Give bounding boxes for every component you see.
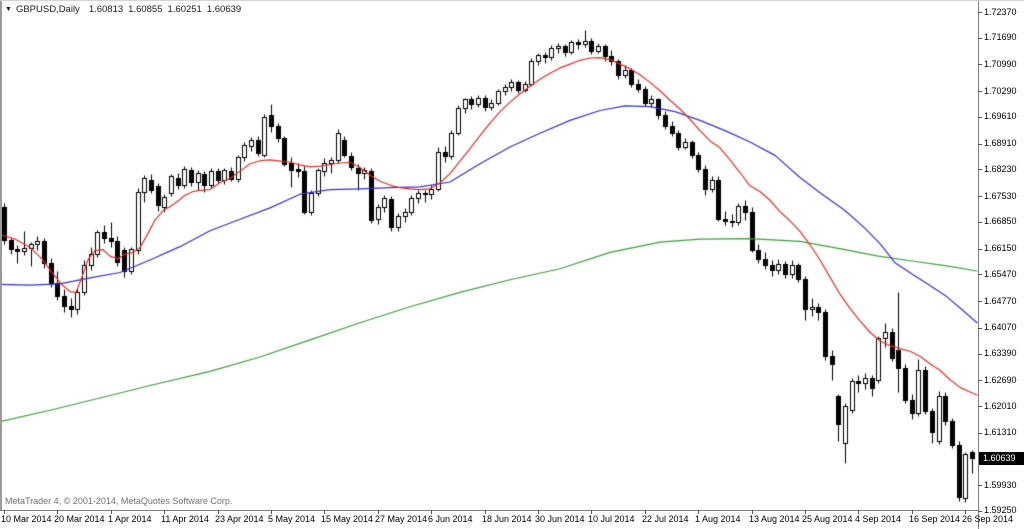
time-axis-label: 23 Apr 2014 xyxy=(215,514,264,524)
time-axis-label: 10 Mar 2014 xyxy=(1,514,52,524)
copyright-label: MetaTrader 4, © 2001-2014, MetaQuotes So… xyxy=(5,496,233,506)
price-axis-label: 1.63390 xyxy=(984,348,1017,358)
symbol-ohlc-readout: ▼ GBPUSD,Daily 1.60813 1.60855 1.60251 1.6063… xyxy=(5,4,246,15)
time-axis-label: 18 Jun 2014 xyxy=(482,514,532,524)
ohlc-high-value: 1.60855 xyxy=(128,4,163,15)
time-axis-label: 16 Sep 2014 xyxy=(909,514,961,524)
time-axis-tick xyxy=(324,510,325,514)
time-axis-label: 20 Mar 2014 xyxy=(54,514,105,524)
price-axis-tick xyxy=(978,222,982,223)
price-axis-label: 1.70990 xyxy=(984,59,1017,69)
price-axis-label: 1.66150 xyxy=(984,243,1017,253)
time-axis-tick xyxy=(57,510,58,514)
symbol-label: GBPUSD,Daily xyxy=(15,4,80,15)
time-axis-label: 1 Aug 2014 xyxy=(695,514,741,524)
chart-collapse-arrow-icon[interactable]: ▼ xyxy=(5,6,12,13)
price-axis-tick xyxy=(978,169,982,170)
price-axis-label: 1.59930 xyxy=(984,480,1017,490)
price-axis-label: 1.64770 xyxy=(984,296,1017,306)
price-axis-label: 1.72370 xyxy=(984,7,1017,17)
time-axis-tick xyxy=(485,510,486,514)
time-axis-label: 26 Sep 2014 xyxy=(962,514,1014,524)
chart-canvas[interactable] xyxy=(0,1,978,510)
ohlc-low-value: 1.60251 xyxy=(167,4,202,15)
time-axis-border xyxy=(0,510,979,511)
time-axis-tick xyxy=(218,510,219,514)
time-axis-tick xyxy=(912,510,913,514)
price-axis-tick xyxy=(978,328,982,329)
price-axis-tick xyxy=(978,196,982,197)
price-axis-label: 1.68230 xyxy=(984,164,1017,174)
price-axis-border xyxy=(978,1,979,529)
current-price-value: 1.60639 xyxy=(983,453,1016,463)
time-axis-tick xyxy=(858,510,859,514)
price-axis-label: 1.71690 xyxy=(984,32,1017,42)
price-axis-label: 1.69610 xyxy=(984,111,1017,121)
time-axis-tick xyxy=(752,510,753,514)
time-axis-label: 30 Jun 2014 xyxy=(535,514,585,524)
time-axis-tick xyxy=(591,510,592,514)
price-axis-tick xyxy=(978,274,982,275)
time-axis-tick xyxy=(4,510,5,514)
time-axis-label: 22 Jul 2014 xyxy=(642,514,689,524)
price-axis-tick xyxy=(978,354,982,355)
time-axis-label: 15 May 2014 xyxy=(321,514,374,524)
ohlc-close-value: 1.60639 xyxy=(206,4,242,15)
price-axis-tick xyxy=(978,12,982,13)
price-axis-label: 1.68910 xyxy=(984,138,1017,148)
time-axis-label: 4 Sep 2014 xyxy=(855,514,902,524)
time-axis-label: 1 Apr 2014 xyxy=(108,514,152,524)
price-axis-label: 1.64070 xyxy=(984,322,1017,332)
price-axis-tick xyxy=(978,38,982,39)
price-axis-label: 1.67530 xyxy=(984,191,1017,201)
time-axis-tick xyxy=(965,510,966,514)
price-axis-label: 1.61310 xyxy=(984,427,1017,437)
time-axis-label: 10 Jul 2014 xyxy=(588,514,635,524)
time-axis-tick xyxy=(805,510,806,514)
time-axis-tick xyxy=(111,510,112,514)
price-axis-label: 1.65470 xyxy=(984,269,1017,279)
price-axis-tick xyxy=(978,380,982,381)
price-axis-label: 1.66850 xyxy=(984,216,1017,226)
time-axis-label: 11 Apr 2014 xyxy=(161,514,209,524)
time-axis-label: 27 May 2014 xyxy=(375,514,428,524)
price-axis-label: 1.62010 xyxy=(984,401,1017,411)
time-axis-label: 25 Aug 2014 xyxy=(802,514,853,524)
time-axis-tick xyxy=(538,510,539,514)
ohlc-open-value: 1.60813 xyxy=(88,4,124,15)
price-axis-tick xyxy=(978,144,982,145)
time-axis-label: 13 Aug 2014 xyxy=(749,514,800,524)
time-axis-label: 5 May 2014 xyxy=(268,514,316,524)
price-axis-tick xyxy=(978,511,982,512)
time-axis-tick xyxy=(164,510,165,514)
price-axis-tick xyxy=(978,117,982,118)
chart-left-border xyxy=(0,1,2,511)
time-axis-tick xyxy=(271,510,272,514)
price-axis-tick xyxy=(978,249,982,250)
price-axis-tick xyxy=(978,406,982,407)
time-axis-tick xyxy=(378,510,379,514)
time-axis-tick xyxy=(645,510,646,514)
time-axis-tick xyxy=(431,510,432,514)
price-axis-tick xyxy=(978,64,982,65)
price-axis-label: 1.62690 xyxy=(984,375,1017,385)
price-axis-tick xyxy=(978,301,982,302)
price-axis-label: 1.59250 xyxy=(984,505,1017,515)
price-axis-tick xyxy=(978,91,982,92)
time-axis-label: 6 Jun 2014 xyxy=(428,514,473,524)
price-axis-tick xyxy=(978,433,982,434)
price-axis-tick xyxy=(978,485,982,486)
current-price-tag: 1.60639 xyxy=(979,452,1024,465)
time-axis-tick xyxy=(698,510,699,514)
price-axis-label: 1.70290 xyxy=(984,86,1017,96)
